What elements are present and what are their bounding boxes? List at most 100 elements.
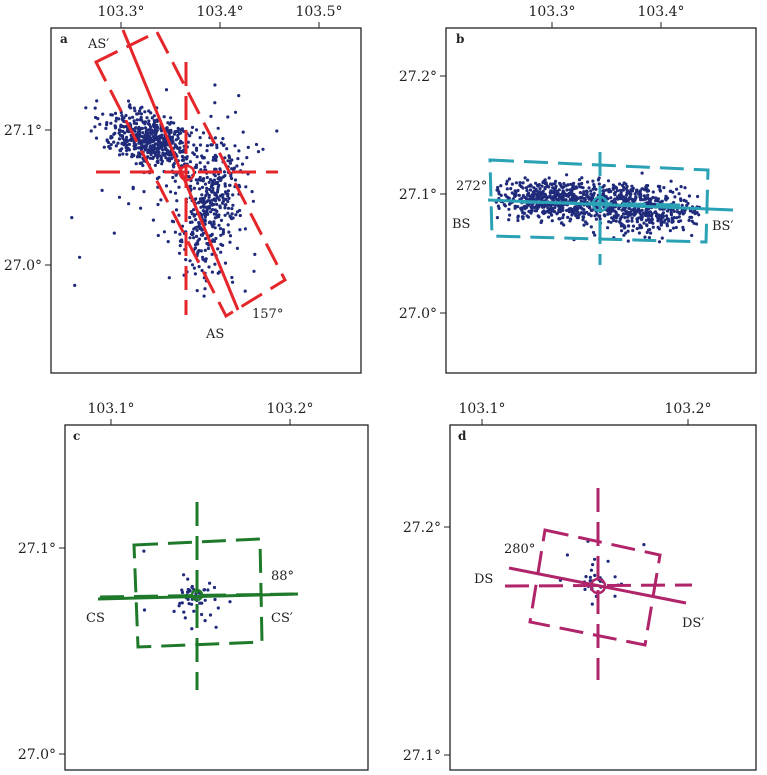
epicenter-dot <box>194 163 199 167</box>
epicenter-dot <box>593 573 597 578</box>
epicenter-dot <box>651 195 655 200</box>
epicenter-dot <box>561 213 566 217</box>
epicenter-dot <box>625 191 629 195</box>
epicenter-dot <box>525 189 529 193</box>
epicenter-dot <box>639 213 643 217</box>
epicenter-dot <box>659 221 663 225</box>
epicenter-dot <box>541 180 545 185</box>
epicenter-dot <box>133 129 137 133</box>
panel-b: b 103.3° 103.4° 27.2° 27.1° 27.0° 272° B… <box>399 4 757 374</box>
panel-c-ytick-label: 27.1° <box>18 541 56 557</box>
epicenter-dot <box>524 186 529 190</box>
epicenter-dot <box>558 217 562 221</box>
epicenter-dot <box>144 139 148 143</box>
panel-c-window <box>97 502 299 690</box>
epicenter-dot <box>573 205 578 209</box>
epicenter-dot <box>117 137 122 141</box>
epicenter-dot <box>134 162 138 166</box>
epicenter-dot <box>613 190 617 194</box>
epicenter-dot <box>121 129 125 133</box>
epicenter-dot <box>587 186 591 190</box>
epicenter-dot <box>161 152 165 156</box>
epicenter-dot <box>580 176 584 180</box>
epicenter-dot <box>598 217 602 221</box>
epicenter-dot <box>549 182 553 186</box>
epicenter-dot <box>256 150 261 154</box>
epicenter-dot <box>562 223 566 227</box>
epicenter-dot <box>519 206 523 210</box>
epicenter-dot <box>251 199 255 203</box>
epicenter-dot <box>207 265 211 269</box>
epicenter-dot <box>558 206 562 210</box>
epicenter-dot <box>246 145 250 149</box>
epicenter-dot <box>250 190 254 194</box>
epicenter-dot <box>196 181 200 185</box>
epicenter-dot <box>594 217 599 221</box>
epicenter-dot <box>142 190 146 194</box>
epicenter-dot <box>618 182 622 186</box>
epicenter-dot <box>589 189 593 193</box>
epicenter-dot <box>125 149 129 153</box>
epicenter-dot <box>227 196 231 200</box>
panel-b-end-label: BS′ <box>712 219 733 234</box>
epicenter-dot <box>202 588 206 592</box>
epicenter-dot <box>173 191 178 195</box>
epicenter-dot <box>138 133 142 137</box>
epicenter-dot <box>237 94 241 98</box>
epicenter-dot <box>94 136 99 140</box>
epicenter-dot <box>219 178 223 182</box>
epicenter-dot <box>192 227 196 231</box>
epicenter-dot <box>261 147 265 151</box>
epicenter-dot <box>606 209 610 213</box>
epicenter-dot <box>543 192 547 196</box>
epicenter-dot <box>618 195 622 200</box>
epicenter-dot <box>199 233 203 237</box>
epicenter-dot <box>224 197 228 201</box>
epicenter-dot <box>141 163 145 168</box>
epicenter-dot <box>197 187 202 191</box>
epicenter-dot <box>179 139 183 143</box>
epicenter-dot <box>507 207 511 211</box>
epicenter-dot <box>654 198 658 202</box>
epicenter-dot <box>601 185 605 189</box>
panel-c-end-label: CS′ <box>271 611 293 626</box>
epicenter-dot <box>233 110 238 114</box>
epicenter-dot <box>624 209 628 213</box>
epicenter-dot <box>542 209 546 213</box>
epicenter-dot <box>571 211 575 216</box>
epicenter-dot <box>223 182 227 186</box>
epicenter-dot <box>548 191 552 195</box>
epicenter-dot <box>203 165 207 169</box>
panel-b-frame <box>445 27 757 374</box>
epicenter-dot <box>203 287 207 291</box>
epicenter-dot <box>119 125 123 129</box>
epicenter-dot <box>133 126 137 130</box>
epicenter-dot <box>561 208 565 212</box>
epicenter-dot <box>215 146 219 150</box>
epicenter-dot <box>658 188 662 192</box>
epicenter-dot <box>672 200 676 205</box>
epicenter-dot <box>166 240 170 244</box>
epicenter-dot <box>631 229 635 233</box>
epicenter-dot <box>230 275 234 280</box>
epicenter-dot <box>220 201 225 205</box>
epicenter-dot <box>162 144 166 148</box>
epicenter-dot <box>213 199 218 203</box>
epicenter-dot <box>613 209 617 213</box>
epicenter-dot <box>225 147 229 151</box>
epicenter-dot <box>629 192 633 196</box>
epicenter-dot <box>133 142 137 147</box>
epicenter-dot <box>546 206 550 210</box>
epicenter-dot <box>496 185 500 190</box>
epicenter-dot <box>223 261 228 265</box>
epicenter-dot <box>153 153 157 157</box>
panel-c-strike-label: 88° <box>271 569 294 584</box>
epicenter-dot <box>146 128 150 132</box>
epicenter-dot <box>84 106 88 110</box>
epicenter-dot <box>651 190 655 194</box>
panel-b-start-label: BS <box>452 217 470 232</box>
epicenter-dot <box>226 159 230 163</box>
epicenter-dot <box>120 141 124 145</box>
epicenter-dot <box>214 193 219 198</box>
